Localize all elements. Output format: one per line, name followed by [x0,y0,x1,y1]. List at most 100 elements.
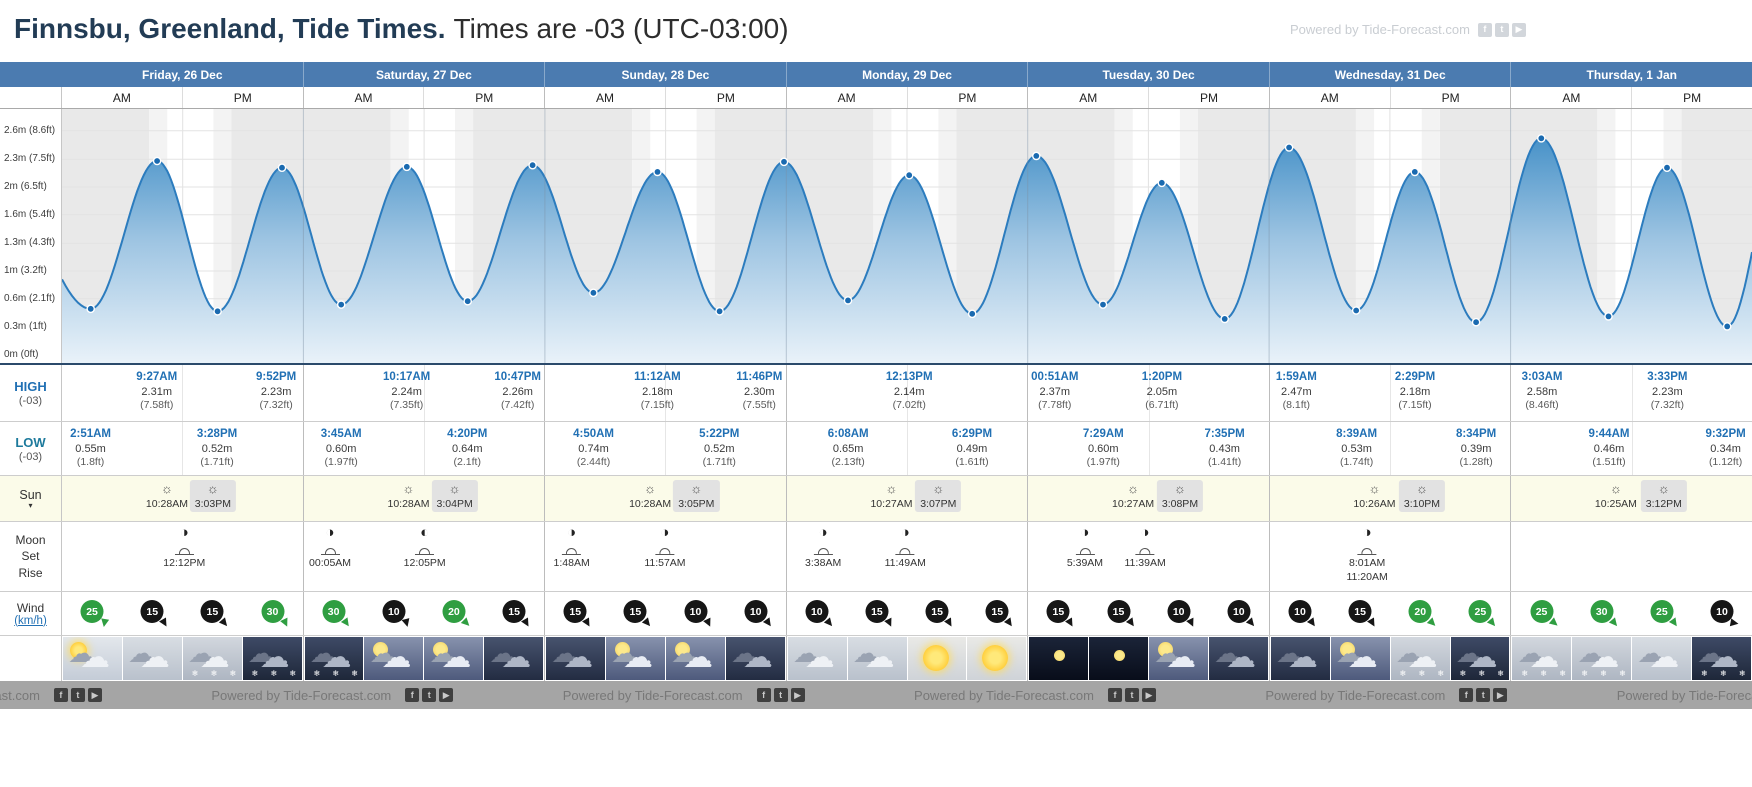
pm-label: PM [181,87,303,108]
twitter-icon[interactable]: t [1494,22,1509,37]
moon-horizon-icon [562,548,582,555]
moon-time: 12:12PM [163,557,206,569]
youtube-icon[interactable]: ▶ [1493,688,1508,702]
cloud-icon: ☁ [489,639,516,669]
weather-icon-moon-cloud: ☁ ☁ [364,637,424,680]
wind-badge: 25 [80,600,110,628]
tide-time: 9:52PM [255,371,297,383]
row-low-cell-3: 4:50AM 0.74m (2.44ft) 5:22PM 0.52m (1.71ft) [544,422,786,475]
row-low-cell-2: 3:45AM 0.60m (1.97ft) 4:20PM 0.64m (2.1ft) [302,422,545,475]
powered-by-footer[interactable]: Powered by Tide-Forecast.com ft▶ [0,688,102,703]
moon-time: 11:57AM [644,557,686,569]
cloud-icon: ☁ [1709,640,1740,675]
wind-speed-badge: 10 [684,600,714,629]
cloud-icon: ☁ [1467,640,1498,675]
cloud-icon: ☁ [551,639,578,669]
youtube-icon[interactable]: ▶ [439,688,454,702]
cloud-icon: ☁ [68,639,94,669]
sunrise-icon: ☼ [402,481,415,496]
powered-by-label: Powered by Tide-Forecast.com [914,687,1094,703]
weather-row-spacer [0,636,62,681]
cloud-icon: ☁ [864,640,895,675]
wind-speed-badge: 10 [1710,600,1740,628]
wind-badge: 10 [805,600,835,629]
tide-time: 9:32PM [1705,428,1746,440]
tide-point-high [277,163,287,173]
facebook-icon[interactable]: f [1459,688,1474,702]
tide-height-m: 2.18m [642,385,673,398]
facebook-icon[interactable]: f [53,688,68,702]
facebook-icon[interactable]: f [405,688,420,702]
moon-icon [1339,642,1355,657]
sunset-icon: ☼ [206,481,219,496]
row-high-cell-7: 3:03AM 2.58m (8.46ft) 3:33PM 2.23m (7.32ft) [1510,365,1752,421]
cloud-icon: ☁ [1529,640,1560,675]
twitter-icon[interactable]: t [773,688,788,702]
pm-label: PM [1148,87,1269,108]
tide-height-ft: (7.32ft) [1650,399,1684,412]
moon-phase-icon: ◑ [1080,524,1090,541]
snowflake-icon: ❄ ❄ ❄ [1581,669,1631,678]
youtube-icon[interactable]: ▶ [1511,22,1526,37]
tide-height-ft: (7.78ft) [1038,399,1072,412]
weather-icon-cloud-day: ☁ ☁ [847,637,907,680]
row-moon-cell-2: ◑ 00:05AM ◐ 12:05PM [302,522,545,591]
chevron-down-icon[interactable]: ▾ [28,500,33,510]
moon-horizon-icon [174,548,194,555]
pm-label: PM [906,87,1028,108]
tide-height-ft: (7.15ft) [640,399,675,412]
wind-unit-link[interactable]: (km/h) [14,614,47,627]
page-title: Finnsbu, Greenland, Tide Times. Times are… [14,12,789,46]
tide-point-low [86,304,96,314]
tide-point-high [1284,143,1294,152]
low-tide-entry: 2:51AM 0.55m (1.8ft) [70,427,111,470]
twitter-icon[interactable]: t [1476,688,1491,702]
tide-height-ft: (1.28ft) [1459,456,1493,469]
facebook-icon[interactable]: f [756,688,771,702]
tide-point-low [1722,322,1732,331]
twitter-icon[interactable]: t [70,688,85,702]
ampm-cell-4: AM PM [785,87,1028,108]
snowflake-icon: ❄ ❄ ❄ [1521,669,1572,678]
twitter-icon[interactable]: t [1124,688,1139,702]
high-tide-entry: 3:03AM 2.58m (8.46ft) [1522,370,1563,413]
tide-time: 6:29PM [951,428,993,440]
facebook-icon[interactable]: f [1477,22,1492,37]
weather-icon-moon-cloud: ☁ ☁ [665,637,725,680]
day-header-2: Saturday, 27 Dec [302,62,545,87]
row-high-cell-2: 10:17AM 2.24m (7.35ft) 10:47PM 2.26m (7.42ft) [302,365,545,421]
cloud-icon: ☁ [611,639,638,669]
weather-icon-sun-cloud-day: ☁ ☁ [63,637,122,680]
twitter-icon[interactable]: t [422,688,437,702]
weather-icon-night-snow: ☁ ☁ ❄ ❄ ❄ [1450,637,1510,680]
moon-icon [433,642,449,657]
youtube-icon[interactable]: ▶ [790,688,805,702]
tide-point-low [967,309,977,319]
weather-icon-cloud-day: ☁ ☁ [787,637,847,680]
tide-point-high [402,162,412,172]
weather-icon-moon-cloud: ☁ ☁ [1330,637,1390,680]
powered-by-label: Powered by Tide-Forecast.com [1290,22,1470,37]
sunrise-entry: ☼ 10:28AM [629,481,671,510]
tide-time: 10:17AM [382,371,431,383]
high-row-label: HIGH (-03) [0,365,62,421]
tide-height-m: 2.58m [1526,385,1558,398]
cloud-icon: ☁ [199,640,230,675]
sunset-entry: ☼ 3:12PM [1640,480,1687,512]
youtube-icon[interactable]: ▶ [1141,688,1156,702]
moon-phase-icon: ◑ [567,524,577,541]
facebook-icon[interactable]: f [1107,688,1122,702]
powered-by-label: Powered by Tide-Forecast.com [0,687,40,703]
wind-direction-arrow [1668,617,1680,629]
cloud-icon: ☁ [1517,639,1544,669]
moon-entry: ◑ 1:48AM [554,525,590,570]
weather-icon-night-snow: ☁ ☁ ❄ ❄ ❄ [242,637,302,680]
low-tide-entry: 8:34PM 0.39m (1.28ft) [1456,427,1496,470]
youtube-icon[interactable]: ▶ [87,688,102,702]
tide-point-low [1098,300,1108,309]
